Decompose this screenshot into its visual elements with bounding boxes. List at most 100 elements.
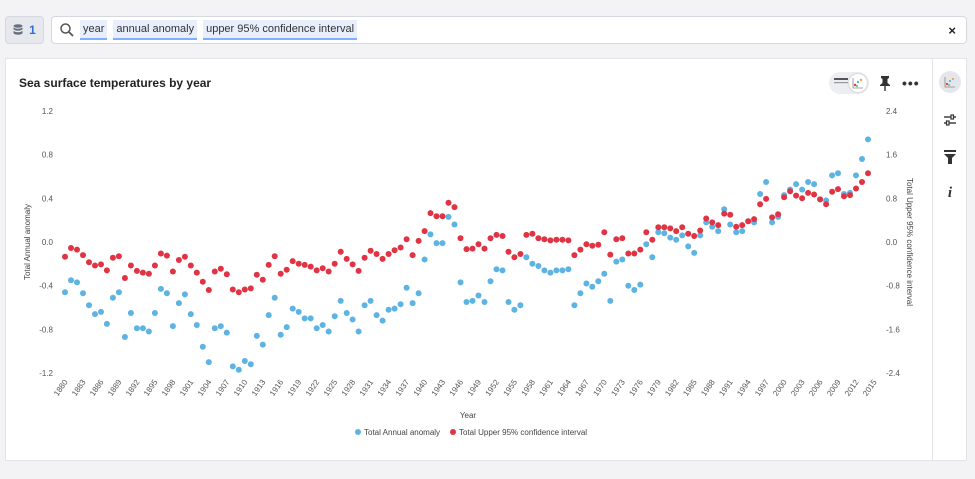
chart-type-button[interactable]: [939, 71, 961, 93]
annual-anomaly-point: [547, 269, 554, 276]
annual-anomaly-point: [835, 170, 841, 177]
annual-anomaly-point: [565, 266, 572, 273]
upper-ci-point: [379, 255, 386, 262]
x-tick-label: 1895: [142, 378, 160, 398]
upper-ci-point: [223, 271, 230, 278]
annual-anomaly-point: [289, 305, 296, 312]
annual-anomaly-point: [397, 301, 404, 308]
upper-ci-point: [349, 261, 356, 268]
upper-ci-point: [565, 237, 572, 244]
upper-ci-point: [631, 250, 638, 257]
annual-anomaly-point: [295, 308, 302, 315]
chart-view-option[interactable]: [849, 74, 867, 92]
upper-ci-point: [433, 213, 440, 220]
upper-ci-point: [271, 253, 278, 260]
x-tick-label: 1910: [232, 378, 250, 398]
annual-anomaly-point: [169, 323, 176, 330]
upper-ci-point: [307, 263, 314, 270]
upper-ci-point: [103, 267, 110, 274]
x-tick-label: 1943: [430, 378, 448, 398]
annual-anomaly-point: [661, 230, 668, 237]
upper-ci-point: [283, 266, 290, 273]
x-tick-label: 2012: [843, 378, 861, 398]
filter-button[interactable]: [941, 148, 959, 166]
annual-anomaly-point: [175, 300, 182, 307]
info-icon[interactable]: i: [947, 184, 953, 201]
x-tick-label: 2006: [807, 378, 825, 398]
annual-anomaly-point: [859, 156, 865, 162]
upper-ci-point: [98, 261, 104, 268]
x-tick-label: 1988: [699, 378, 717, 398]
upper-ci-point: [613, 236, 620, 243]
annual-anomaly-point: [313, 325, 320, 332]
upper-ci-point: [80, 252, 86, 259]
annual-anomaly-point: [667, 234, 674, 241]
x-tick-label: 1979: [645, 378, 663, 398]
x-tick-label: 1985: [681, 378, 699, 398]
more-options-button[interactable]: •••: [902, 75, 920, 91]
upper-ci-point: [331, 260, 338, 267]
annual-anomaly-point: [151, 310, 158, 316]
search-row: 1 year annual anomaly upper 95% confiden…: [5, 16, 967, 46]
annual-anomaly-point: [637, 281, 644, 288]
annual-anomaly-point: [145, 328, 152, 335]
search-token[interactable]: annual anomaly: [113, 20, 198, 40]
upper-ci-point: [115, 253, 122, 260]
upper-ci-point: [217, 265, 224, 272]
annual-anomaly-point: [373, 312, 380, 319]
source-count: 1: [29, 23, 36, 37]
x-tick-label: 1946: [448, 378, 466, 398]
annual-anomaly-point: [223, 329, 230, 336]
upper-ci-point: [751, 216, 758, 223]
search-bar[interactable]: year annual anomaly upper 95% confidence…: [51, 16, 967, 44]
search-token[interactable]: year: [80, 20, 108, 40]
upper-ci-point: [193, 269, 200, 276]
annual-anomaly-point: [535, 263, 542, 269]
annual-anomaly-point: [607, 297, 614, 304]
upper-ci-point: [577, 246, 584, 253]
upper-ci-point: [805, 189, 812, 196]
annual-anomaly-point: [649, 254, 656, 261]
upper-ci-point: [865, 170, 871, 177]
annual-anomaly-point: [487, 278, 494, 285]
upper-ci-point: [92, 262, 98, 269]
annual-anomaly-point: [469, 297, 476, 304]
y-tick-label-right: -2.4: [886, 369, 900, 378]
legend-marker-upper: [450, 429, 456, 435]
x-tick-label: 1973: [609, 378, 627, 398]
upper-ci-point: [121, 275, 128, 281]
annual-anomaly-point: [673, 236, 680, 243]
table-chart-toggle[interactable]: [829, 72, 869, 94]
upper-ci-point: [403, 236, 410, 243]
database-icon: [13, 24, 23, 35]
upper-ci-point: [319, 265, 326, 272]
upper-ci-point: [727, 211, 734, 218]
y-tick-label-right: 0.8: [886, 194, 898, 203]
annual-anomaly-point: [187, 311, 194, 318]
upper-ci-point: [415, 237, 422, 244]
annual-anomaly-point: [241, 358, 248, 364]
annual-anomaly-point: [259, 341, 266, 348]
annual-anomaly-point: [103, 320, 110, 327]
upper-ci-point: [847, 192, 853, 199]
annual-anomaly-point: [655, 229, 662, 236]
annual-anomaly-point: [163, 290, 170, 297]
upper-ci-point: [343, 255, 350, 262]
search-token[interactable]: upper 95% confidence interval: [203, 20, 358, 40]
annual-anomaly-point: [86, 302, 92, 309]
upper-ci-point: [655, 224, 662, 231]
annual-anomaly-point: [127, 310, 134, 316]
clear-search-button[interactable]: ×: [948, 23, 956, 38]
upper-ci-point: [289, 258, 296, 265]
upper-ci-point: [229, 286, 236, 293]
upper-ci-point: [829, 188, 836, 195]
settings-button[interactable]: [941, 111, 959, 129]
x-tick-label: 1889: [106, 378, 124, 398]
pin-icon[interactable]: [878, 75, 892, 91]
annual-anomaly-point: [691, 249, 698, 256]
upper-ci-point: [475, 241, 482, 248]
upper-ci-point: [535, 235, 542, 242]
x-tick-label: 1880: [52, 378, 70, 398]
upper-ci-point: [397, 244, 404, 251]
data-source-button[interactable]: 1: [5, 16, 44, 44]
